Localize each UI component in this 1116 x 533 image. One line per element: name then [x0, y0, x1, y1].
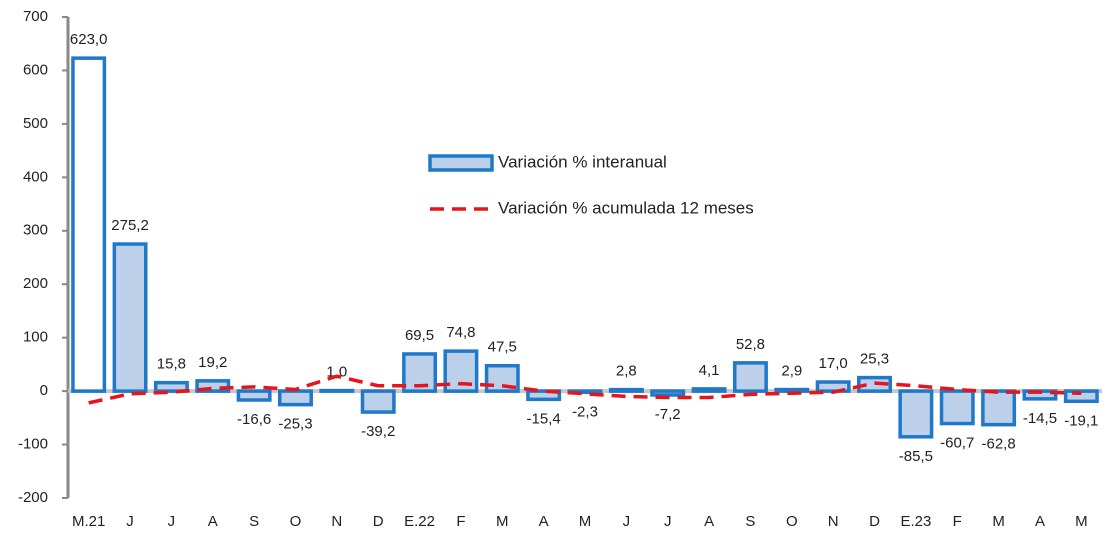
value-label: 74,8 — [446, 324, 475, 341]
legend-swatch — [428, 154, 494, 172]
bar — [650, 389, 686, 397]
value-label: -85,5 — [899, 448, 933, 465]
bar — [360, 389, 396, 414]
legend-label: Variación % interanual — [498, 152, 667, 171]
bar — [1063, 389, 1099, 404]
bar — [526, 389, 562, 402]
x-tick-label: J — [623, 513, 631, 530]
x-tick-label: A — [208, 513, 218, 530]
x-tick-label: O — [786, 513, 798, 530]
x-tick-label: D — [869, 513, 880, 530]
y-tick-label: 500 — [23, 115, 48, 132]
y-tick-label: -200 — [18, 489, 48, 506]
bar — [691, 387, 727, 393]
y-tick-label: 300 — [23, 222, 48, 239]
line — [88, 374, 1082, 405]
y-tick-label: 100 — [23, 329, 48, 346]
y-tick-label: 400 — [23, 168, 48, 185]
x-tick-label: A — [1035, 513, 1045, 530]
x-tick-label: M — [579, 513, 592, 530]
bar — [112, 242, 148, 393]
x-tick-label: F — [953, 513, 962, 530]
value-label: -25,3 — [278, 416, 312, 433]
value-label: 69,5 — [405, 327, 434, 344]
y-tick-label: -100 — [18, 436, 48, 453]
x-tick-label: N — [331, 513, 342, 530]
legend-label: Variación % acumulada 12 meses — [498, 198, 754, 217]
value-label: -2,3 — [572, 403, 598, 420]
bar — [195, 379, 231, 393]
bar — [939, 389, 975, 426]
bar — [898, 389, 934, 439]
value-label: -16,6 — [237, 411, 271, 428]
x-tick-label: M — [496, 513, 509, 530]
x-tick-label: M.21 — [72, 513, 105, 530]
x-tick-label: A — [539, 513, 549, 530]
bar — [319, 388, 355, 393]
y-tick-label: 0 — [40, 382, 48, 399]
x-tick-label: F — [456, 513, 465, 530]
value-label: 17,0 — [819, 355, 848, 372]
x-tick-label: M — [992, 513, 1005, 530]
value-label: -7,2 — [655, 406, 681, 423]
value-label: 2,8 — [616, 363, 637, 380]
bar — [732, 361, 768, 393]
x-tick-label: S — [249, 513, 259, 530]
value-label: 623,0 — [70, 31, 108, 48]
value-label: 52,8 — [736, 336, 765, 353]
value-label: -19,1 — [1064, 412, 1098, 429]
x-tick-label: A — [704, 513, 714, 530]
x-tick-label: E.22 — [404, 513, 435, 530]
x-tick-label: D — [373, 513, 384, 530]
bar — [153, 380, 189, 393]
bar — [278, 389, 313, 407]
bar — [236, 389, 272, 402]
value-label: -15,4 — [527, 410, 561, 427]
bar — [774, 387, 810, 393]
value-label: 47,5 — [488, 339, 517, 356]
x-tick-label: N — [828, 513, 839, 530]
value-label: 275,2 — [111, 217, 149, 234]
y-tick-label: 700 — [23, 8, 48, 25]
value-label: 4,1 — [699, 362, 720, 379]
x-tick-label: J — [126, 513, 134, 530]
y-tick-label: 200 — [23, 275, 48, 292]
x-tick-label: J — [168, 513, 176, 530]
x-tick-label: O — [290, 513, 302, 530]
value-label: -60,7 — [940, 435, 974, 452]
bar — [981, 389, 1017, 427]
value-label: 15,8 — [157, 356, 186, 373]
bar — [71, 56, 107, 393]
y-tick-label: 600 — [23, 61, 48, 78]
value-label: -39,2 — [361, 423, 395, 440]
value-label: 19,2 — [198, 354, 227, 371]
value-label: -62,8 — [981, 436, 1015, 453]
x-tick-label: M — [1075, 513, 1088, 530]
x-tick-label: S — [745, 513, 755, 530]
value-label: -14,5 — [1023, 410, 1057, 427]
value-label: 25,3 — [860, 351, 889, 368]
x-tick-label: E.23 — [900, 513, 931, 530]
value-label: 2,9 — [781, 363, 802, 380]
bar — [608, 387, 644, 393]
x-tick-label: J — [664, 513, 672, 530]
